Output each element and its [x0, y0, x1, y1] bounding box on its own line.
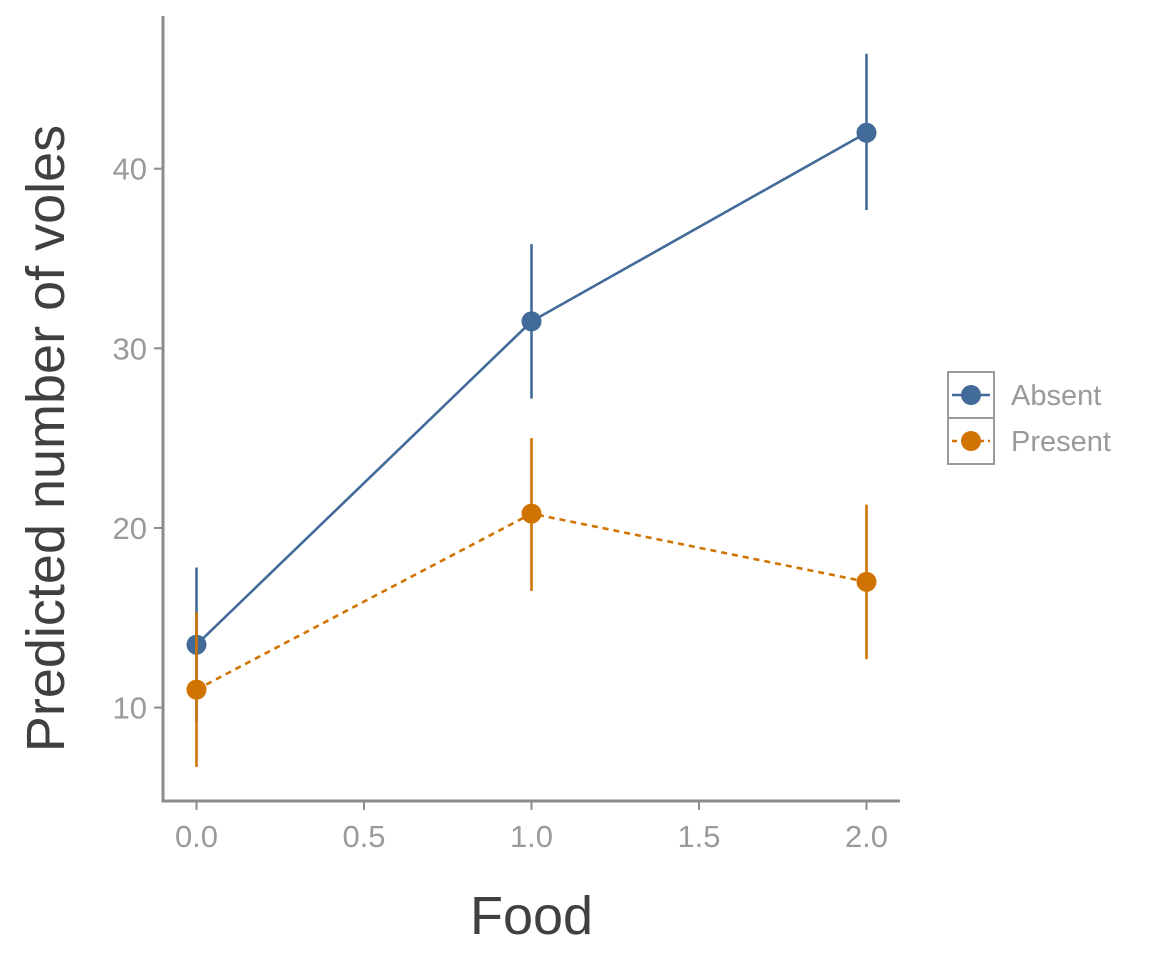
- y-tick-label: 40: [113, 152, 147, 187]
- y-tick-label: 10: [113, 691, 147, 726]
- y-axis-title: Predicted number of voles: [16, 125, 76, 752]
- x-tick-label: 2.0: [845, 819, 888, 854]
- legend: Absent Present: [947, 371, 1111, 465]
- data-point: [521, 311, 542, 332]
- series-absent: [186, 53, 877, 722]
- data-point: [186, 679, 207, 700]
- x-tick-label: 0.0: [175, 819, 218, 854]
- x-tick-label: 1.5: [677, 819, 720, 854]
- legend-key-marker: [961, 385, 981, 405]
- data-point: [856, 571, 877, 592]
- data-point: [856, 122, 877, 143]
- series-layer: [186, 53, 877, 767]
- y-tick-label: 20: [113, 511, 147, 546]
- x-tick-label: 1.0: [510, 819, 553, 854]
- legend-item-present: Present: [947, 417, 1111, 465]
- y-tick-label: 30: [113, 331, 147, 366]
- series-present: [186, 438, 877, 767]
- legend-item-absent: Absent: [947, 371, 1101, 419]
- legend-key-marker: [961, 431, 981, 451]
- x-axis-title: Food: [470, 886, 593, 946]
- legend-label: Present: [1011, 426, 1111, 458]
- x-tick-label: 0.5: [342, 819, 385, 854]
- legend-label: Absent: [1011, 380, 1101, 412]
- data-point: [521, 503, 542, 524]
- axes-layer: 0.0 0.5 1.0 1.5 2.0 10 20 30 40 Food Predicted num…: [16, 16, 900, 946]
